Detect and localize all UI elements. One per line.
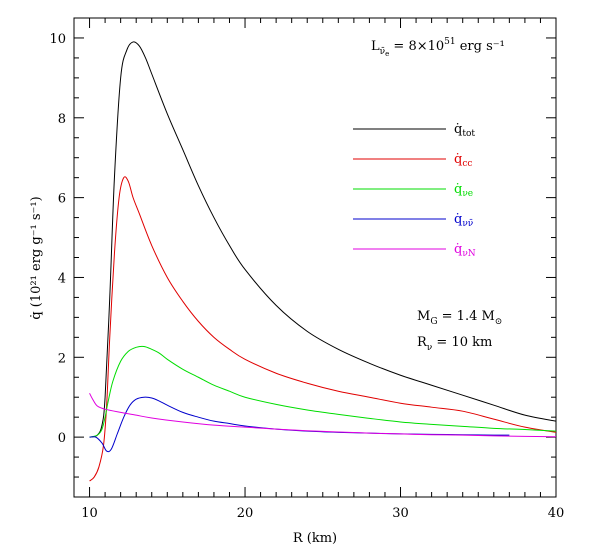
legend-label-0: q̇tot — [454, 122, 475, 139]
luminosity-annotation: Lν̄e = 8×1051 erg s⁻¹ — [371, 37, 505, 58]
y-tick-label: 10 — [49, 32, 66, 47]
series-line-0 — [89, 41, 556, 438]
series-line-1 — [89, 176, 556, 482]
y-tick-label: 6 — [58, 192, 66, 207]
radius-annotation: Rν = 10 km — [417, 335, 492, 353]
y-tick-label: 8 — [58, 112, 66, 127]
x-tick-label: 10 — [81, 506, 98, 521]
plot-area — [89, 41, 556, 482]
x-tick-label: 20 — [237, 506, 254, 521]
y-tick-label: 0 — [58, 431, 66, 446]
y-tick-label: 4 — [58, 271, 66, 286]
legend-label-1: q̇cc — [454, 152, 472, 169]
y-axis-label: q̇ (10²¹ erg g⁻¹ s⁻¹) — [29, 196, 44, 319]
x-tick-label: 40 — [548, 506, 565, 521]
series-line-4 — [89, 392, 556, 438]
series-line-3 — [89, 396, 510, 453]
legend-label-4: q̇νN — [454, 242, 476, 259]
legend-label-3: q̇νν̄ — [454, 212, 473, 229]
series-line-2 — [89, 345, 556, 438]
legend: q̇tot q̇cc q̇νe q̇νν̄ q̇νN — [353, 122, 476, 259]
x-tick-label: 30 — [392, 506, 409, 521]
series-lines — [89, 41, 556, 482]
y-tick-label: 2 — [58, 351, 66, 366]
axis-ticks — [73, 17, 557, 498]
x-axis-label: R (km) — [293, 531, 337, 546]
legend-label-2: q̇νe — [454, 182, 473, 199]
mass-annotation: MG = 1.4 M⊙ — [417, 309, 502, 327]
tick-labels: 10 20 30 40 0 2 4 6 8 10 — [49, 32, 564, 521]
plot-frame — [73, 17, 557, 498]
